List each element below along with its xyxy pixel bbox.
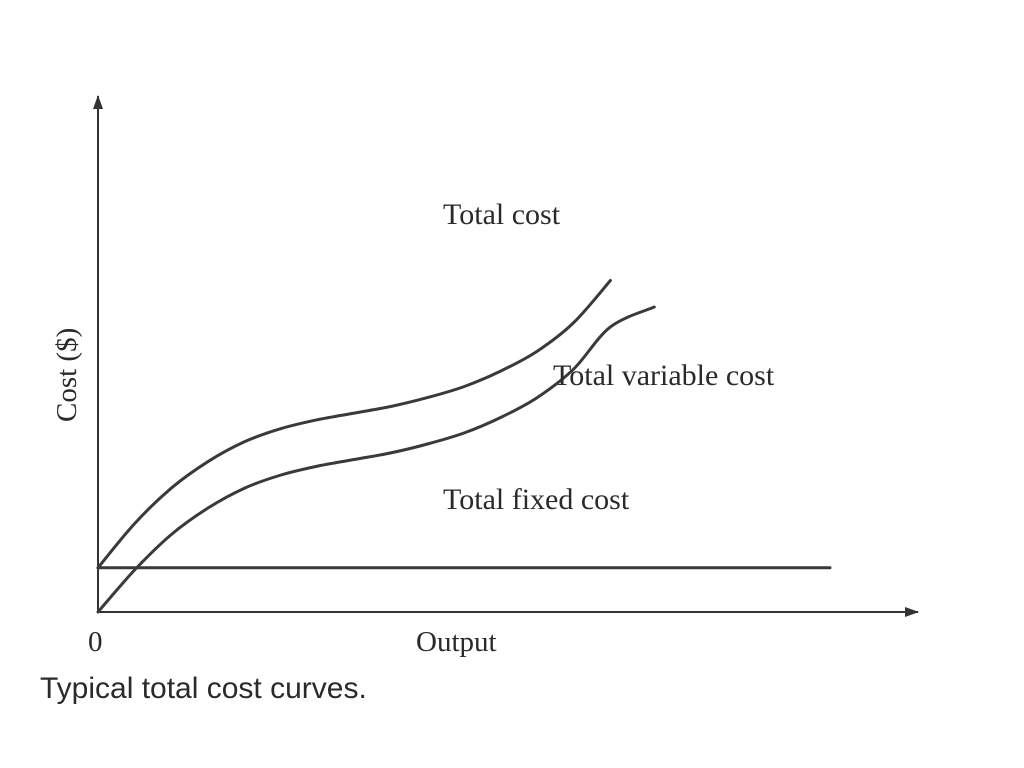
x-axis-label: Output xyxy=(416,626,497,658)
x-tick-label-0: 0 xyxy=(88,626,103,658)
series-layer xyxy=(96,279,832,614)
y-axis-label: Cost ($) xyxy=(51,328,83,422)
figure-caption: Typical total cost curves. xyxy=(40,672,367,705)
series-line-total-variable-cost xyxy=(96,305,656,614)
series-line-total-cost xyxy=(96,279,612,570)
series-label-total-variable-cost: Total variable cost xyxy=(553,359,775,392)
series-label-total-fixed-cost: Total fixed cost xyxy=(443,483,630,516)
series-label-total-cost: Total cost xyxy=(443,198,561,231)
